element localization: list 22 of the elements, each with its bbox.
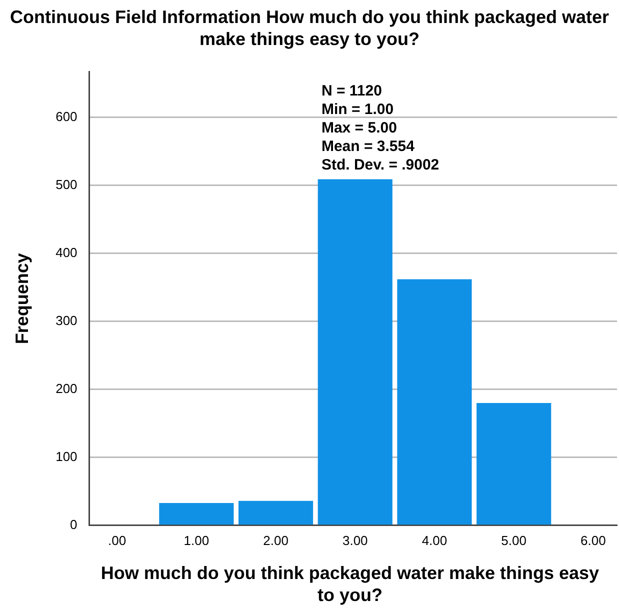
annotation: Mean = 3.554 bbox=[321, 138, 416, 155]
annotation: N = 1120 bbox=[321, 82, 382, 100]
y-tick-label: 0 bbox=[70, 516, 78, 532]
x-tick-label: 5.00 bbox=[501, 532, 526, 548]
annotation: Max = 5.00 bbox=[321, 119, 397, 136]
x-tick-label: 4.00 bbox=[422, 532, 448, 548]
x-axis-title: How much do you think packaged water make things easy to you? bbox=[100, 562, 600, 606]
x-tick-label: 6.00 bbox=[580, 532, 606, 548]
x-tick-label: 3.00 bbox=[342, 532, 368, 548]
annotation: Min = 1.00 bbox=[321, 100, 394, 118]
x-tick-label: .00 bbox=[108, 532, 126, 548]
y-tick-label: 500 bbox=[56, 176, 78, 192]
chart-title: Continuous Field Information How much do you think packaged water make things easy to you? bbox=[8, 6, 610, 50]
annotation: Std. Dev. = .9002 bbox=[321, 156, 440, 174]
y-tick-label: 100 bbox=[56, 448, 78, 464]
y-axis-title: Frequency bbox=[12, 253, 32, 344]
x-tick-label: 1.00 bbox=[184, 532, 210, 548]
y-tick-label: 400 bbox=[56, 244, 78, 260]
y-tick-label: 200 bbox=[56, 380, 78, 396]
x-tick-label: 2.00 bbox=[263, 532, 288, 548]
y-tick-label: 300 bbox=[56, 312, 78, 328]
y-tick-label: 600 bbox=[56, 108, 78, 124]
